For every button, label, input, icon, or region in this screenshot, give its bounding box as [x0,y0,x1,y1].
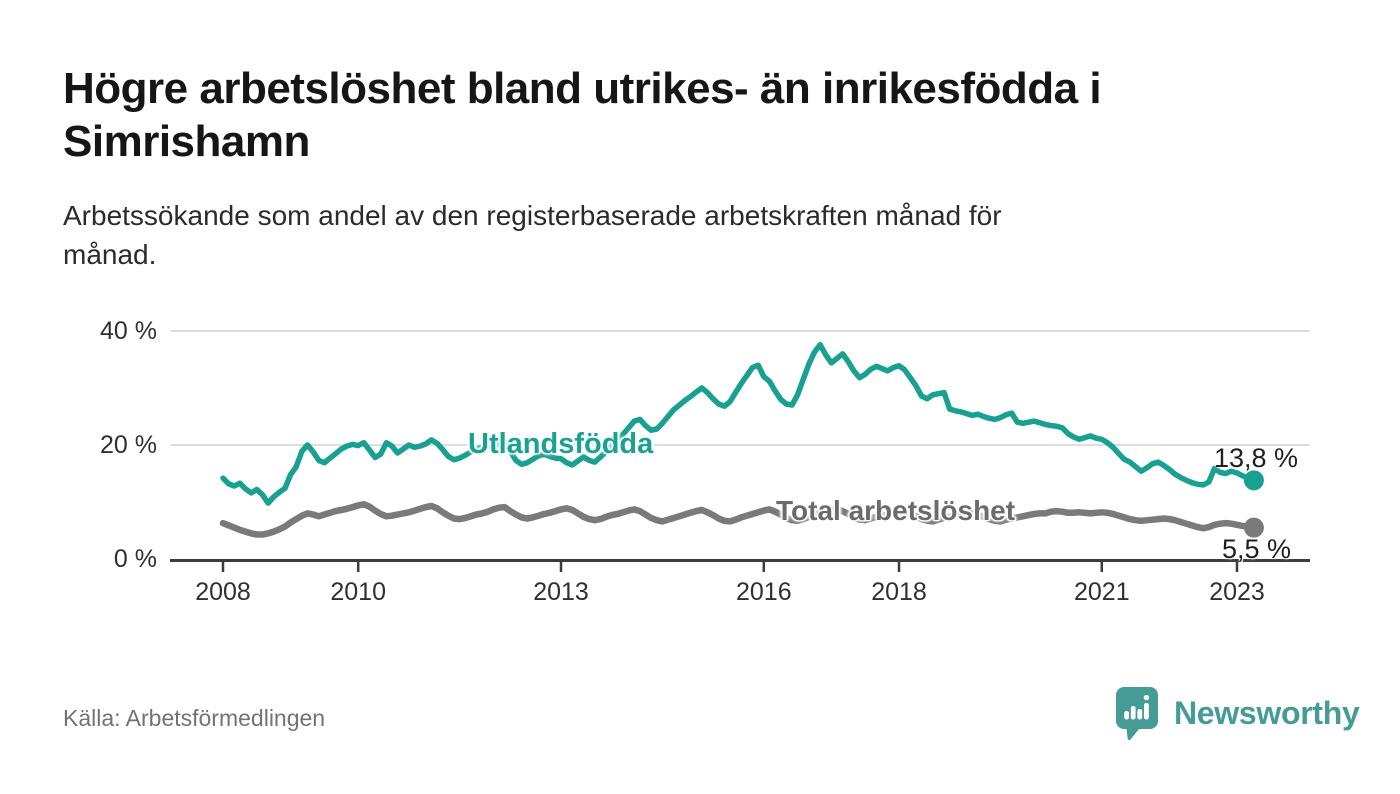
newsworthy-wordmark: Newsworthy [1174,694,1360,731]
end-dot-utlandsfodda [1243,470,1264,491]
series-label-total-arbetsloshet: Total arbetslöshet [776,495,1016,526]
page-title: Högre arbetslöshet bland utrikes- än inr… [63,62,1353,168]
end-dot-total-arbetsloshet [1243,517,1264,538]
x-axis-label-2021: 2021 [1073,578,1130,606]
source-attribution: Källa: Arbetsförmedlingen [63,705,326,731]
x-axis-label-2013: 2013 [533,578,589,606]
series-label-utlandsfodda: Utlandsfödda [468,428,654,460]
x-axis-label-2016: 2016 [735,578,792,606]
end-value-label-utlandsfodda: 13,8 % [1213,443,1298,473]
newsworthy-logo: Newsworthy [1112,685,1360,741]
newsworthy-bubble-chart-icon [1116,687,1158,741]
line-total-arbetsloshet [219,501,1258,538]
y-axis-label-20: 20 % [100,431,157,459]
chart-subtitle-line-1: Arbetssökande som andel av den registerb… [63,200,1002,231]
x-axis-label-2008: 2008 [195,578,251,606]
line-utlandsfodda [220,341,1257,506]
chart-subtitle: Arbetssökande som andel av den registerb… [63,196,1283,274]
page-title-line-2: Simrishamn [63,117,310,166]
y-axis-label-0: 0 % [113,545,157,573]
y-axis-label-40: 40 % [100,317,157,345]
x-axis-label-2018: 2018 [871,578,927,606]
x-axis-label-2010: 2010 [330,578,386,606]
end-value-label-total: 5,5 % [1221,534,1291,564]
chart-subtitle-line-2: månad. [63,239,157,270]
page-title-line-1: Högre arbetslöshet bland utrikes- än inr… [63,64,1102,113]
x-axis-label-2023: 2023 [1209,578,1265,606]
